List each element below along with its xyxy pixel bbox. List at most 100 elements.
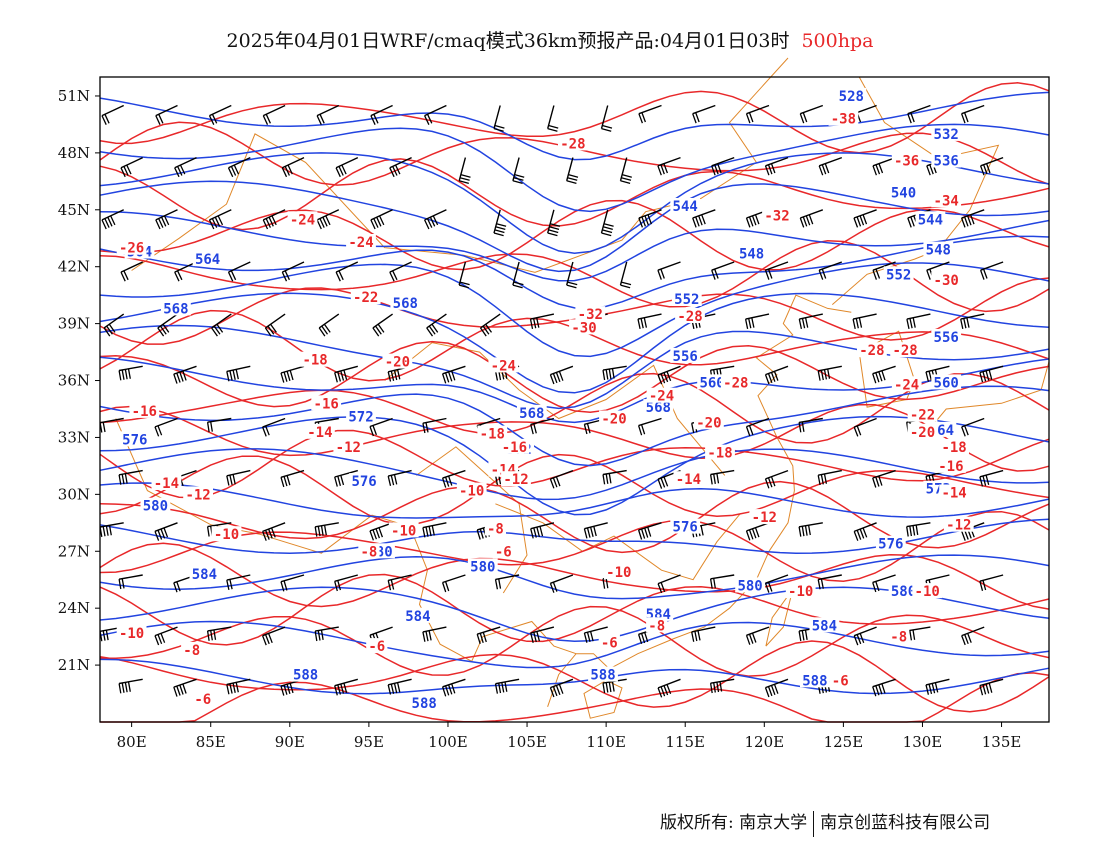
wind-barb-feather bbox=[227, 167, 234, 178]
height-contour-label-bg bbox=[931, 328, 962, 344]
height-contour-label: 556 bbox=[673, 349, 698, 365]
height-contour-label: 588 bbox=[802, 673, 827, 689]
temperature-contour-label: -12 bbox=[503, 472, 528, 488]
wind-barb-shaft bbox=[372, 313, 394, 329]
wind-barb-shaft bbox=[118, 469, 143, 476]
wind-barb-feather bbox=[961, 635, 966, 646]
wind-barb-feather bbox=[601, 127, 612, 132]
wind-barb-feather bbox=[549, 478, 555, 489]
wind-barb-feather bbox=[284, 166, 290, 176]
temperature-contour-label: -32 bbox=[578, 307, 603, 323]
wind-barb-shaft bbox=[335, 261, 359, 273]
wind-barb-shaft bbox=[209, 209, 232, 221]
wind-barb-feather bbox=[104, 218, 110, 228]
wind-barb-shaft bbox=[118, 365, 143, 372]
wind-barb-feather bbox=[988, 682, 993, 693]
wind-barb-feather bbox=[821, 268, 827, 279]
wind-barb-feather bbox=[912, 317, 916, 328]
temperature-contour-label-bg bbox=[499, 438, 530, 454]
wind-barb-shaft bbox=[422, 417, 447, 424]
wind-barb-feather bbox=[979, 372, 984, 383]
wind-barb-feather bbox=[875, 164, 881, 175]
wind-barb-feather bbox=[429, 216, 436, 227]
wind-barb-feather bbox=[909, 630, 913, 641]
wind-barb-feather bbox=[611, 368, 615, 379]
wind-barb-shaft bbox=[530, 313, 555, 320]
wind-barb-feather bbox=[232, 369, 236, 380]
temperature-contour-label: -10 bbox=[606, 565, 631, 581]
height-contour-line bbox=[99, 123, 1050, 213]
wind-barb-feather bbox=[716, 473, 720, 484]
wind-barb-shaft bbox=[280, 365, 305, 374]
wind-barb-shaft bbox=[852, 313, 877, 320]
wind-barb-feather bbox=[881, 683, 886, 694]
wind-barb-shaft bbox=[872, 261, 896, 271]
wind-barb-feather bbox=[644, 527, 649, 538]
wind-barb-feather bbox=[226, 684, 230, 695]
wind-barb-feather bbox=[751, 528, 757, 539]
credits: 版权所有: 南京大学 南京创蓝科技有限公司 bbox=[660, 808, 990, 837]
wind-barb-shaft bbox=[926, 261, 950, 271]
wind-barb-shaft bbox=[389, 156, 412, 169]
temperature-contour-line bbox=[99, 240, 1050, 313]
wind-barb-feather bbox=[110, 215, 116, 226]
temperature-contour-line bbox=[99, 372, 1050, 444]
wind-barb-feather bbox=[501, 682, 505, 693]
temperature-contour-label-bg bbox=[311, 395, 342, 411]
wind-barb-feather bbox=[764, 269, 770, 280]
wind-barb-feather bbox=[821, 164, 827, 175]
wind-barb-feather bbox=[444, 372, 450, 383]
wind-barb-feather bbox=[798, 630, 802, 642]
wind-barb-feather bbox=[985, 475, 990, 485]
wind-barb-feather bbox=[640, 318, 644, 329]
wind-barb-feather bbox=[748, 529, 754, 540]
latitude-axis: 51N 48N 45N 42N 39N 36N 33N 30N 27N 24N 21N bbox=[58, 87, 100, 674]
wind-barb-feather bbox=[872, 477, 877, 488]
wind-barb-shaft bbox=[657, 365, 681, 376]
wind-barb-feather bbox=[325, 215, 331, 226]
wind-barb-feather bbox=[482, 632, 487, 643]
wind-barb-feather bbox=[770, 685, 776, 696]
wind-barb-feather bbox=[286, 684, 291, 694]
wind-barb-shaft bbox=[173, 365, 197, 375]
wind-barb-feather bbox=[802, 216, 808, 227]
wind-barb-feather bbox=[120, 167, 126, 178]
wind-barb-feather bbox=[206, 422, 210, 433]
temperature-contour-label: -14 bbox=[941, 486, 966, 502]
wind-barb-feather bbox=[745, 426, 751, 437]
wind-barb-feather bbox=[494, 229, 505, 234]
wind-barb-feather bbox=[389, 167, 395, 178]
wind-barb-feather bbox=[915, 525, 919, 535]
height-contour-line bbox=[99, 620, 1050, 669]
wind-barb-shaft bbox=[638, 522, 662, 531]
temperature-contour-label-bg bbox=[762, 207, 792, 223]
wind-barb-feather bbox=[230, 270, 237, 281]
wind-barb-feather bbox=[912, 629, 916, 640]
lat-tick-label: 21N bbox=[58, 656, 90, 674]
border-line bbox=[547, 294, 852, 707]
wind-barb-shaft bbox=[211, 313, 232, 329]
wind-barb-feather bbox=[878, 371, 883, 382]
wind-barb-feather bbox=[176, 581, 181, 592]
wind-barb-feather bbox=[853, 531, 859, 541]
temperature-contour-label: -10 bbox=[391, 523, 416, 539]
wind-barb-feather bbox=[660, 477, 666, 488]
height-contour-label-bg bbox=[290, 666, 321, 682]
wind-barb-feather bbox=[801, 630, 805, 641]
temperature-contour-label: -12 bbox=[946, 518, 971, 534]
wind-barb-feather bbox=[182, 370, 187, 381]
wind-barb-feather bbox=[267, 528, 273, 539]
wind-barb-feather bbox=[121, 578, 125, 589]
wind-barb-shaft bbox=[282, 261, 305, 273]
wind-barb-feather bbox=[713, 473, 716, 485]
wind-barb-feather bbox=[875, 268, 881, 279]
wind-barb-feather bbox=[162, 323, 170, 333]
wind-barb-feather bbox=[872, 686, 877, 697]
wind-barb-feather bbox=[533, 527, 537, 538]
wind-barb-feather bbox=[640, 528, 646, 539]
temperature-contour-line bbox=[99, 640, 1050, 713]
wind-barb-feather bbox=[155, 115, 161, 125]
wind-barb-feather bbox=[157, 529, 163, 540]
wind-barb-feather bbox=[910, 216, 915, 227]
wind-barb-feather bbox=[988, 369, 993, 380]
